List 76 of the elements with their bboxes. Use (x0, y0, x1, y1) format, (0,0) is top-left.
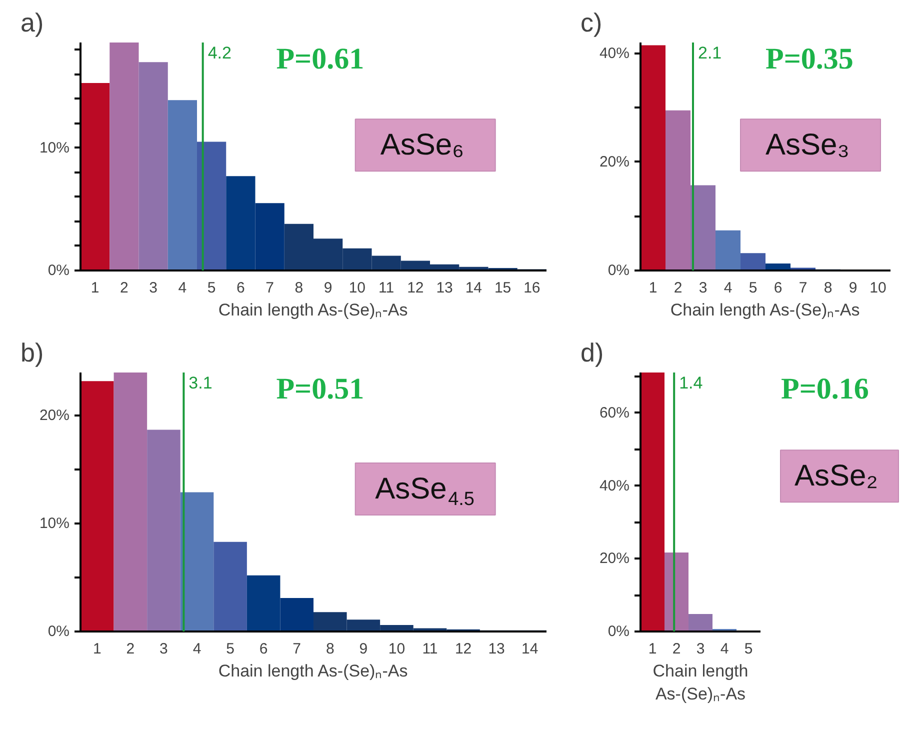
y-tick-label: 40% (599, 477, 630, 494)
x-tick-label: 8 (824, 280, 832, 296)
annotation: AsSe₃ (766, 128, 850, 162)
x-tick-label: 10 (388, 640, 406, 658)
ref-line-label: 4.2 (208, 44, 232, 62)
annotation: AsSe₆ (380, 128, 464, 162)
x-tick-label: 4 (178, 280, 187, 296)
x-tick-label: 4 (724, 280, 732, 296)
x-tick-label: 8 (326, 640, 334, 658)
chart-title: a) (20, 8, 44, 38)
x-tick-label: 6 (259, 640, 268, 658)
ref-line-label: 1.4 (679, 374, 703, 392)
x-tick-label: 9 (359, 640, 368, 658)
x-tick-label: 1 (90, 280, 100, 296)
text: AsSe₂ (794, 460, 878, 493)
x-tick-label: 4 (720, 640, 729, 658)
x-tick-label: 5 (226, 640, 234, 658)
ref-line-label: 2.1 (698, 44, 722, 62)
x-tick-label: 6 (774, 280, 782, 296)
x-tick-label: 5 (207, 280, 216, 296)
x-axis-title: Chain length As-(Se)ₙ-As (652, 662, 748, 704)
x-tick-label: 3 (160, 640, 168, 658)
x-tick-label: 11 (422, 640, 438, 658)
x-tick-label: 3 (149, 280, 158, 296)
y-tick-label: 20% (599, 153, 630, 170)
y-tick-label: 0% (48, 623, 70, 640)
text: P=0.16 (781, 372, 869, 406)
x-tick-label: 5 (744, 640, 753, 658)
x-tick-label: 12 (454, 640, 472, 658)
x-axis-title: Chain length As-(Se)ₙ-As (670, 300, 860, 320)
chart-title: c) (580, 8, 602, 38)
x-tick-label: 1 (648, 280, 658, 296)
x-tick-label: 7 (292, 640, 302, 658)
x-axis-title: Chain length As-(Se)ₙ-As (218, 662, 408, 680)
x-tick-label: 15 (494, 280, 512, 296)
y-tick-label: 20% (599, 550, 630, 568)
x-tick-label: 7 (266, 280, 274, 296)
x-tick-label: 1 (648, 640, 657, 658)
x-tick-label: 2 (126, 640, 135, 658)
annotation: P=0.35 (766, 42, 854, 76)
y-tick-label: 0% (608, 262, 630, 279)
y-tick-label: 10% (39, 139, 70, 156)
annotation: P=0.61 (276, 42, 364, 76)
x-tick-label: 3 (696, 640, 705, 658)
x-tick-label: 10 (348, 280, 366, 296)
x-axis-title: Chain length As-(Se)ₙ-As (218, 300, 408, 320)
x-tick-label: 1 (92, 640, 102, 658)
x-tick-label: 2 (674, 280, 682, 296)
ref-line-label: 3.1 (188, 374, 212, 392)
x-tick-label: 2 (672, 640, 681, 658)
x-tick-label: 16 (524, 280, 540, 296)
x-tick-label: 6 (236, 280, 245, 296)
x-tick-label: 4 (192, 640, 202, 658)
y-tick-label: 60% (599, 404, 630, 422)
x-tick-label: 9 (848, 280, 858, 296)
x-tick-label: 12 (407, 280, 424, 296)
y-tick-label: 10% (39, 515, 70, 532)
x-tick-label: 10 (870, 280, 886, 296)
x-tick-label: 7 (798, 280, 808, 296)
y-tick-label: 0% (48, 262, 70, 279)
x-tick-label: 8 (294, 280, 304, 296)
x-tick-label: 14 (465, 280, 482, 296)
y-tick-label: 40% (599, 44, 630, 62)
x-tick-label: 3 (698, 280, 708, 296)
y-tick-label: 0% (608, 623, 630, 640)
chart-title: d) (580, 338, 604, 368)
x-tick-label: 9 (324, 280, 332, 296)
chart-title: b) (20, 338, 44, 368)
x-tick-label: 5 (748, 280, 758, 296)
x-tick-label: 13 (488, 640, 505, 658)
y-tick-label: 20% (39, 407, 70, 424)
x-tick-label: 2 (120, 280, 128, 296)
x-tick-label: 14 (522, 640, 538, 658)
x-tick-label: 11 (378, 280, 394, 296)
x-tick-label: 13 (436, 280, 453, 296)
annotation: P=0.51 (276, 372, 364, 406)
